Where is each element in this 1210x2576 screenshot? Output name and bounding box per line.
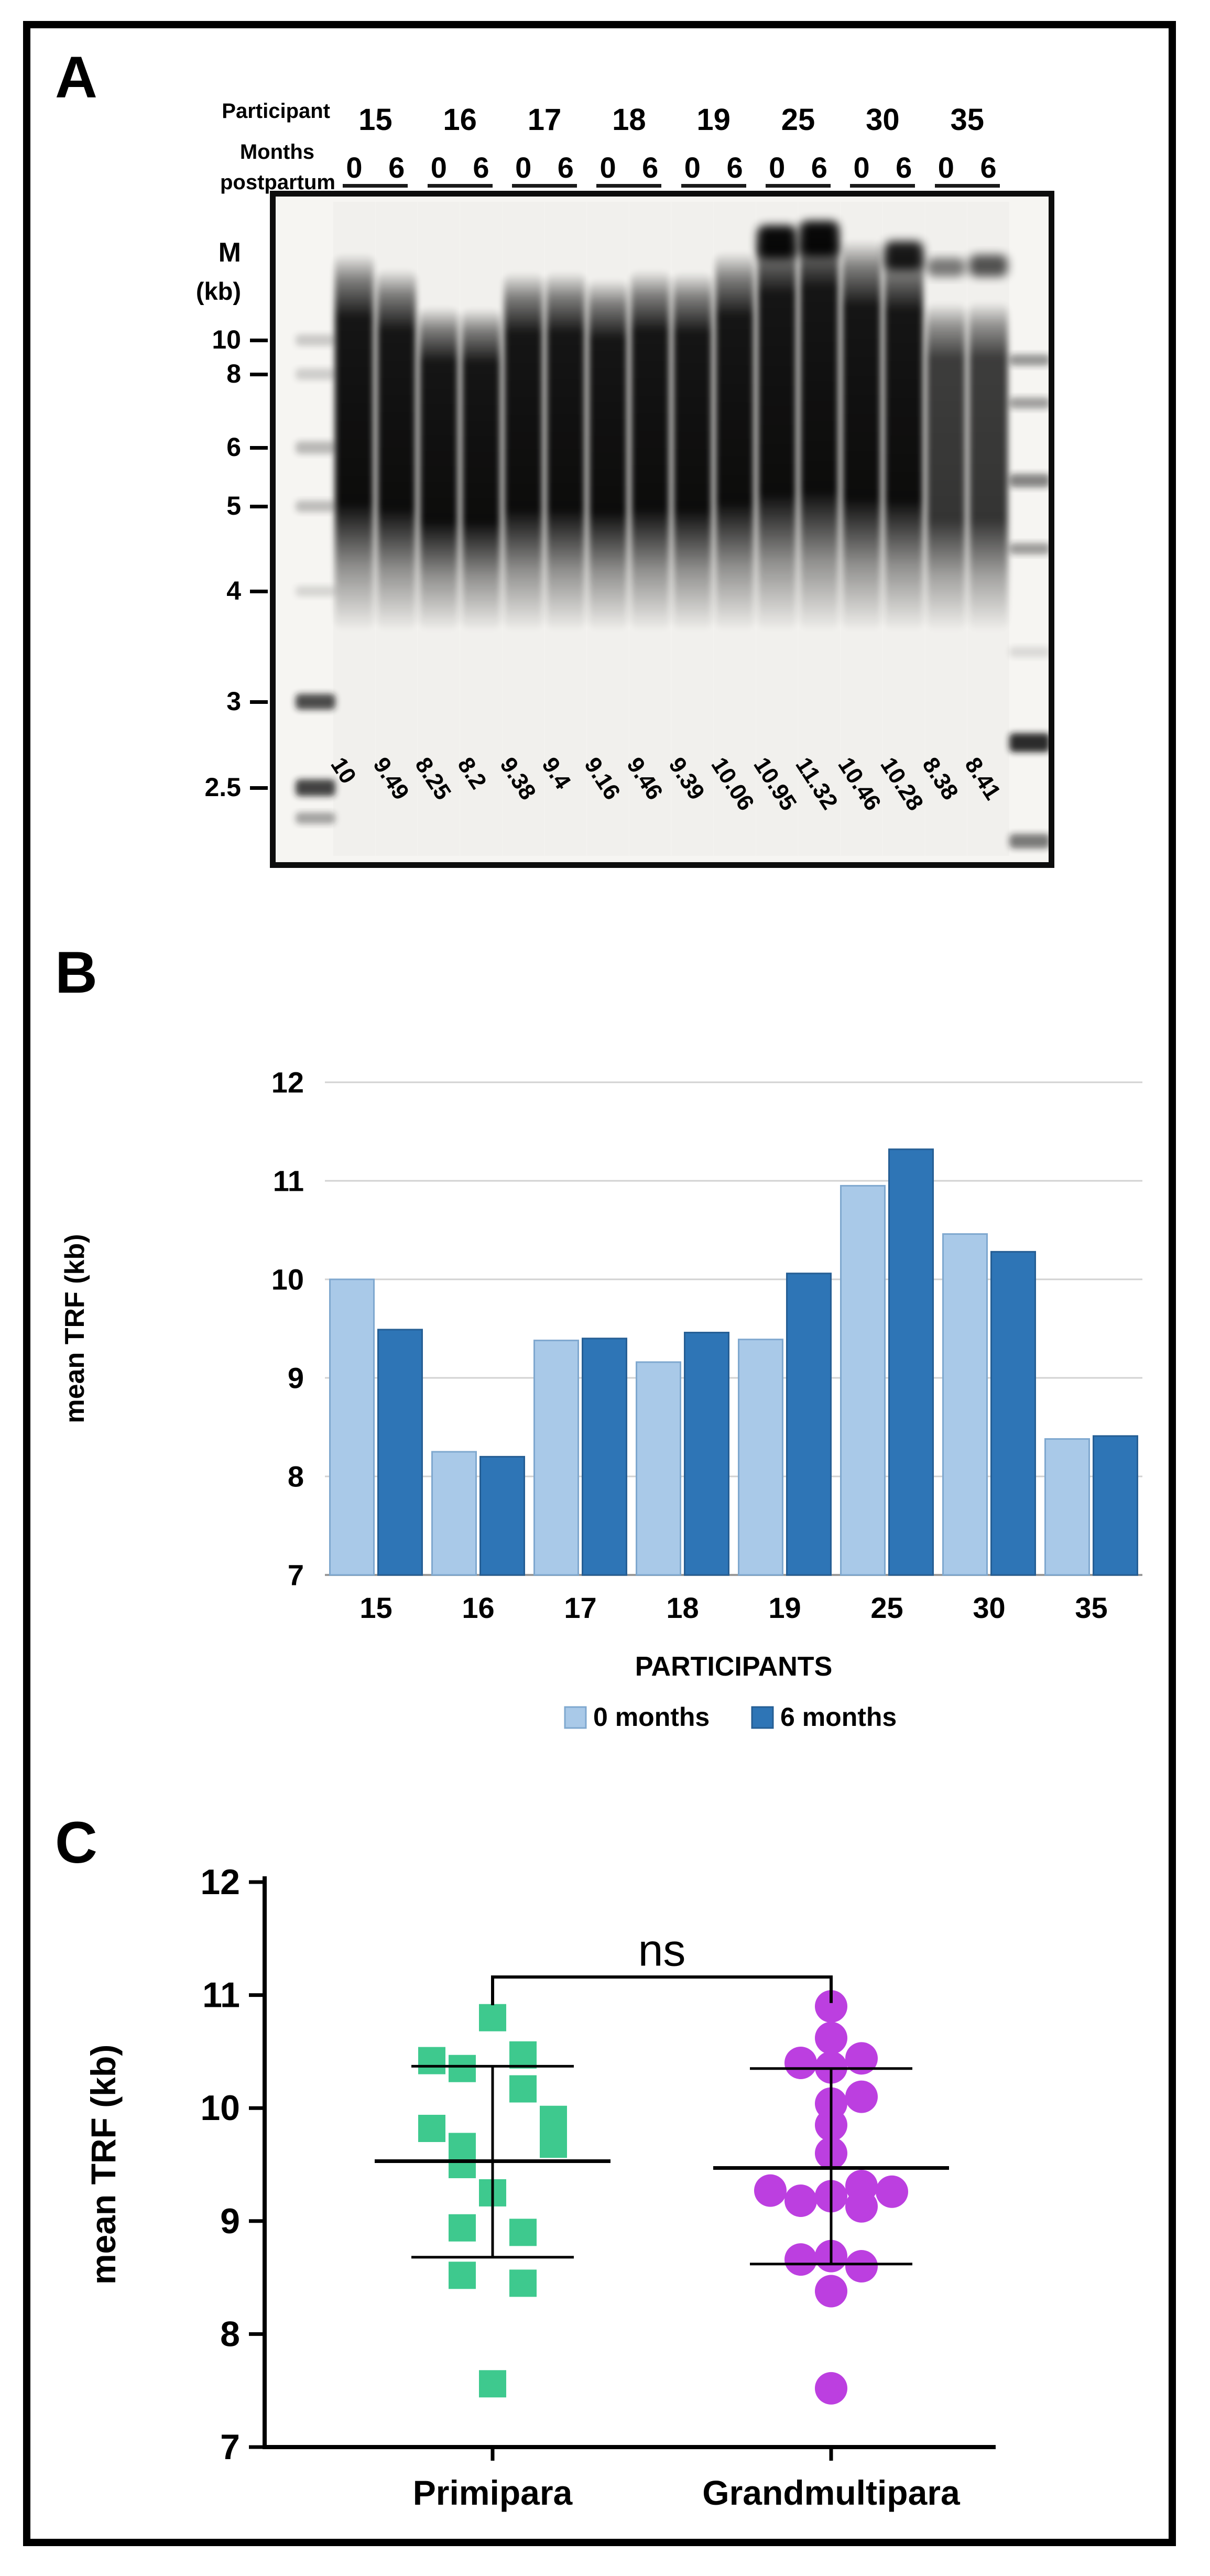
svg-text:7: 7 <box>288 1559 304 1592</box>
timepoint-underline <box>512 184 577 188</box>
participant-number: 30 <box>866 103 900 137</box>
svg-text:12: 12 <box>271 1066 304 1099</box>
svg-text:10: 10 <box>200 2088 240 2128</box>
svg-text:16: 16 <box>462 1591 494 1624</box>
timepoint-label: 6 <box>473 151 489 184</box>
svg-text:8: 8 <box>220 2314 240 2354</box>
timepoint-underline <box>596 184 662 188</box>
svg-text:11: 11 <box>273 1165 304 1198</box>
timepoint-label: 0 <box>430 151 447 184</box>
timepoint-underline <box>343 184 408 188</box>
participant-number: 15 <box>358 103 393 137</box>
timepoint-label: 6 <box>726 151 743 184</box>
svg-text:30: 30 <box>973 1591 1005 1624</box>
participant-number: 17 <box>527 103 562 137</box>
svg-text:mean TRF (kb): mean TRF (kb) <box>60 1234 90 1423</box>
gel-marker-tickmark <box>250 373 268 376</box>
gel-marker-tickmark <box>250 786 268 790</box>
panel-a-label: A <box>55 45 97 110</box>
svg-text:8: 8 <box>288 1460 304 1493</box>
svg-text:19: 19 <box>768 1591 801 1624</box>
gel-months-row-label: Months <box>239 140 314 164</box>
participant-number: 25 <box>781 103 815 137</box>
svg-text:0 months: 0 months <box>593 1702 710 1732</box>
svg-text:11: 11 <box>202 1975 240 2015</box>
gel-marker-tick: 5 <box>226 491 241 520</box>
gel-marker-unit: (kb) <box>195 277 241 305</box>
timepoint-label: 6 <box>980 151 997 184</box>
gel-marker-tickmark <box>250 339 268 342</box>
participant-number: 19 <box>696 103 731 137</box>
timepoint-label: 6 <box>642 151 659 184</box>
timepoint-label: 0 <box>684 151 701 184</box>
gel-blot-image <box>270 191 1054 868</box>
gel-marker-tick: 8 <box>226 359 241 388</box>
gel-postpartum-row-label: postpartum <box>220 171 335 194</box>
timepoint-underline <box>427 184 493 188</box>
panel-b-label: B <box>55 940 97 1005</box>
svg-text:Primipara: Primipara <box>413 2473 573 2512</box>
gel-marker-tick: 10 <box>212 325 241 354</box>
svg-text:25: 25 <box>870 1591 903 1624</box>
scatter-chart: 7 8 9 10 11 12 mean TRF (kb) Primipara Grandmult… <box>84 1862 996 2512</box>
gel-participant-row-label: Participant <box>222 100 330 123</box>
timepoint-label: 6 <box>388 151 405 184</box>
gel-marker-tickmark <box>250 700 268 704</box>
gel-marker-tick: 6 <box>226 432 241 462</box>
svg-text:Grandmultipara: Grandmultipara <box>702 2473 961 2512</box>
gel-marker-tick: 3 <box>226 687 241 716</box>
svg-text:12: 12 <box>200 1862 240 1902</box>
timepoint-label: 6 <box>557 151 574 184</box>
svg-text:9: 9 <box>220 2201 240 2241</box>
svg-text:35: 35 <box>1075 1591 1107 1624</box>
gel-marker-tick: 4 <box>226 576 241 605</box>
svg-text:ns: ns <box>638 1926 686 1976</box>
svg-text:mean TRF (kb): mean TRF (kb) <box>84 2045 123 2285</box>
svg-text:7: 7 <box>220 2427 240 2467</box>
svg-text:6 months: 6 months <box>780 1702 897 1732</box>
timepoint-underline <box>934 184 1000 188</box>
timepoint-underline <box>681 184 746 188</box>
timepoint-label: 6 <box>896 151 912 184</box>
figure-outer-border <box>23 21 1176 2546</box>
timepoint-label: 0 <box>769 151 786 184</box>
svg-text:9: 9 <box>288 1362 304 1395</box>
timepoint-underline <box>766 184 831 188</box>
timepoint-label: 0 <box>853 151 870 184</box>
participant-number: 18 <box>612 103 646 137</box>
gel-smears <box>276 197 1049 862</box>
timepoint-label: 0 <box>515 151 532 184</box>
gel-marker-label: M <box>218 237 241 268</box>
svg-text:15: 15 <box>359 1591 392 1624</box>
timepoint-label: 0 <box>938 151 954 184</box>
bar-chart: 7 8 9 10 11 12 15 16 17 18 19 25 30 35 mean TRF (kb) PA… <box>60 1066 1142 1732</box>
participant-number: 35 <box>950 103 984 137</box>
svg-text:17: 17 <box>564 1591 596 1624</box>
svg-text:18: 18 <box>666 1591 699 1624</box>
timepoint-underline <box>850 184 915 188</box>
panel-c-label: C <box>55 1810 97 1875</box>
gel-marker-tickmark <box>250 590 268 593</box>
timepoint-label: 0 <box>346 151 363 184</box>
svg-text:10: 10 <box>271 1263 304 1296</box>
gel-marker-tick: 2.5 <box>204 773 241 802</box>
timepoint-label: 6 <box>811 151 827 184</box>
gel-marker-tickmark <box>250 505 268 508</box>
svg-text:PARTICIPANTS: PARTICIPANTS <box>635 1651 833 1682</box>
gel-marker-tickmark <box>250 446 268 450</box>
participant-number: 16 <box>443 103 477 137</box>
timepoint-label: 0 <box>599 151 616 184</box>
